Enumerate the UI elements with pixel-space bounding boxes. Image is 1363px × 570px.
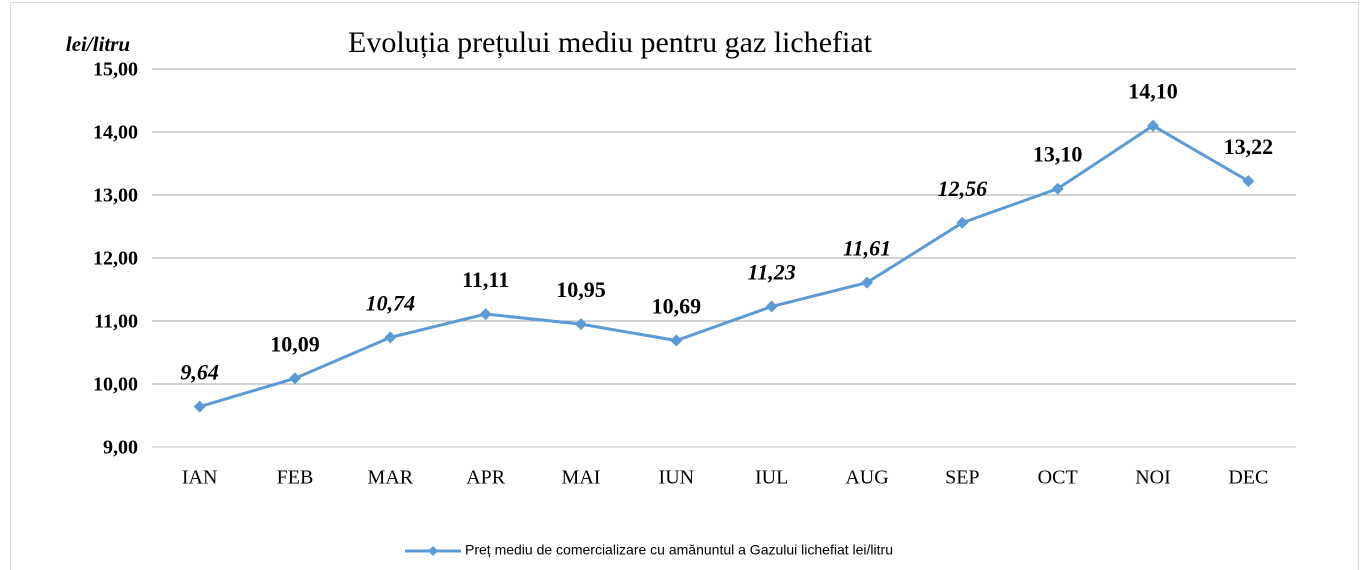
data-label: 11,11 bbox=[462, 267, 509, 292]
y-tick-label: 9,00 bbox=[103, 437, 138, 459]
x-tick-label: APR bbox=[466, 467, 506, 489]
x-tick-label: SEP bbox=[945, 467, 979, 489]
marker bbox=[765, 300, 778, 313]
data-label: 10,74 bbox=[366, 290, 416, 315]
x-tick-label: OCT bbox=[1038, 467, 1078, 489]
x-tick-label: NOI bbox=[1135, 467, 1171, 489]
x-tick-label: MAR bbox=[368, 467, 414, 489]
marker bbox=[479, 308, 492, 321]
marker bbox=[384, 331, 397, 344]
data-label: 10,95 bbox=[556, 277, 606, 302]
data-label: 11,61 bbox=[843, 236, 891, 261]
marker bbox=[575, 318, 587, 331]
data-label: 13,10 bbox=[1033, 142, 1083, 167]
data-label: 11,23 bbox=[748, 260, 796, 285]
x-tick-label: IUN bbox=[659, 467, 695, 489]
marker bbox=[289, 372, 301, 385]
y-tick-label: 11,00 bbox=[94, 311, 138, 333]
y-tick-label: 12,00 bbox=[93, 248, 138, 270]
data-label: 9,64 bbox=[180, 360, 219, 385]
legend-label: Preț mediu de comercializare cu amănuntu… bbox=[465, 542, 893, 558]
x-tick-label: DEC bbox=[1228, 467, 1268, 489]
data-label: 10,09 bbox=[270, 331, 320, 356]
x-tick-label: IAN bbox=[182, 467, 218, 489]
y-tick-label: 14,00 bbox=[93, 122, 138, 144]
y-axis-label: lei/litru bbox=[66, 32, 130, 56]
marker bbox=[1147, 119, 1159, 132]
marker bbox=[670, 334, 683, 347]
marker bbox=[1242, 175, 1255, 188]
marker bbox=[1051, 182, 1064, 195]
x-tick-label: MAI bbox=[562, 467, 601, 489]
data-label: 10,69 bbox=[652, 294, 702, 319]
marker bbox=[193, 400, 206, 413]
marker bbox=[956, 216, 969, 229]
data-label: 14,10 bbox=[1128, 79, 1178, 104]
data-label: 12,56 bbox=[938, 176, 988, 201]
x-tick-label: AUG bbox=[845, 467, 888, 489]
line bbox=[199, 123, 1250, 409]
chart-border bbox=[10, 2, 1359, 570]
legend-marker bbox=[428, 546, 438, 556]
x-tick-label: FEB bbox=[277, 467, 314, 489]
chart-title: Evoluția prețului mediu pentru gaz liche… bbox=[348, 26, 873, 59]
y-tick-label: 13,00 bbox=[93, 185, 138, 207]
y-tick-label: 10,00 bbox=[93, 374, 138, 396]
x-tick-label: IUL bbox=[755, 467, 788, 489]
y-tick-label: 15,00 bbox=[93, 59, 138, 81]
data-label: 13,22 bbox=[1224, 134, 1274, 159]
marker bbox=[861, 276, 873, 289]
